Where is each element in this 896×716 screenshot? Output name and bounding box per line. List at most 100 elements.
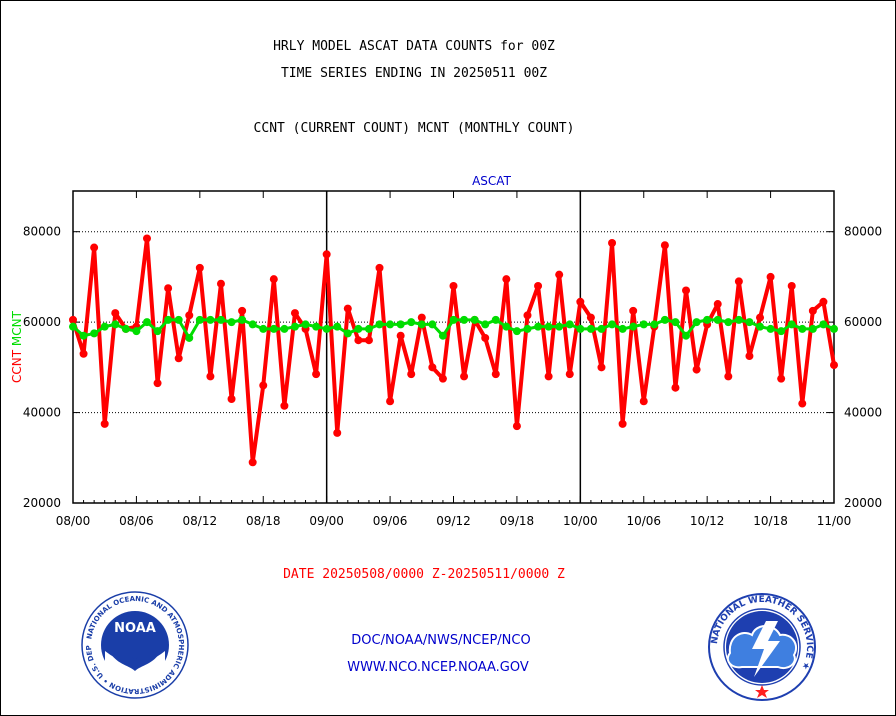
ccnt-point <box>206 372 215 381</box>
mcnt-point <box>216 315 225 324</box>
ccnt-point <box>618 419 627 428</box>
y-tick-label-right: 60000 <box>844 315 882 329</box>
mcnt-point <box>301 320 310 329</box>
ccnt-point <box>449 281 458 290</box>
noaa-logo: NATIONAL OCEANIC AND ATMOSPHERIC ADMINIS… <box>81 591 189 699</box>
ccnt-point <box>798 399 807 408</box>
chart-subtitle: CCNT (CURRENT COUNT) MCNT (MONTHLY COUNT… <box>253 121 575 136</box>
ccnt-point <box>69 315 77 324</box>
x-tick-label: 09/12 <box>436 514 471 528</box>
mcnt-point <box>417 320 426 329</box>
mcnt-point <box>534 322 543 331</box>
mcnt-point <box>142 318 151 327</box>
mcnt-point <box>565 320 574 329</box>
x-tick-label: 08/18 <box>246 514 281 528</box>
ccnt-point <box>787 281 796 290</box>
ccnt-point <box>639 397 648 406</box>
mcnt-point <box>79 331 88 340</box>
ccnt-point <box>830 361 838 370</box>
ccnt-point <box>438 374 447 383</box>
mcnt-point <box>396 320 405 329</box>
y-tick-label-left: 40000 <box>23 406 61 420</box>
y-axis-label-ccnt: CCNT <box>10 346 24 383</box>
axis-labels: 08/00 08/06 08/12 08/18 09/00 09/06 09/12 09/18… <box>10 174 882 528</box>
chart-title-line-1: HRLY MODEL ASCAT DATA COUNTS for 00Z <box>273 39 555 54</box>
x-tick-label: 11/00 <box>817 514 852 528</box>
mcnt-point <box>481 320 490 329</box>
mcnt-point <box>449 315 458 324</box>
ccnt-point <box>269 275 278 284</box>
ccnt-point <box>597 363 606 372</box>
mcnt-point <box>692 318 701 327</box>
ccnt-point <box>544 372 553 381</box>
mcnt-point <box>322 324 331 333</box>
ccnt-point <box>481 333 490 342</box>
x-tick-label: 09/06 <box>373 514 408 528</box>
ccnt-point <box>756 313 765 322</box>
ccnt-point <box>280 401 289 410</box>
mcnt-point <box>734 315 743 324</box>
ccnt-point <box>79 349 88 358</box>
ccnt-point <box>354 336 363 345</box>
ccnt-point <box>386 397 395 406</box>
ccnt-point <box>460 372 469 381</box>
ccnt-point <box>502 275 511 284</box>
mcnt-point <box>787 320 796 329</box>
ccnt-point <box>195 263 204 272</box>
ccnt-point <box>713 300 722 309</box>
mcnt-point <box>164 315 173 324</box>
ccnt-point <box>745 352 754 361</box>
y-tick-label-left: 80000 <box>23 225 61 239</box>
ccnt-point <box>734 277 743 286</box>
nws-logo: NATIONAL WEATHER SERVICE ★ <box>708 593 816 701</box>
mcnt-point <box>354 324 363 333</box>
mcnt-point <box>428 320 437 329</box>
mcnt-point <box>111 320 120 329</box>
mcnt-point <box>682 331 691 340</box>
ccnt-series <box>69 234 838 467</box>
mcnt-point <box>280 324 289 333</box>
mcnt-point <box>660 315 669 324</box>
mcnt-point <box>650 320 659 329</box>
mcnt-point <box>248 320 257 329</box>
mcnt-point <box>629 322 638 331</box>
mcnt-point <box>766 324 775 333</box>
plot-frame <box>72 190 835 504</box>
ccnt-point <box>819 297 828 306</box>
mcnt-point <box>671 318 680 327</box>
mcnt-point <box>132 327 141 336</box>
y-axis-label-mcnt: MCNT <box>10 310 24 346</box>
mcnt-point <box>333 322 342 331</box>
mcnt-point <box>639 320 648 329</box>
ccnt-point <box>555 270 564 279</box>
mcnt-point <box>819 320 828 329</box>
mcnt-point <box>195 315 204 324</box>
mcnt-point <box>491 315 500 324</box>
ccnt-point <box>692 365 701 374</box>
y-tick-label-right: 40000 <box>844 406 882 420</box>
ccnt-point <box>808 306 817 315</box>
x-tick-label: 09/18 <box>500 514 535 528</box>
mcnt-point <box>512 327 521 336</box>
mcnt-point <box>777 327 786 336</box>
mcnt-point <box>364 324 373 333</box>
mcnt-point <box>227 318 236 327</box>
mcnt-point <box>523 324 532 333</box>
ccnt-point <box>534 281 543 290</box>
mcnt-point <box>713 315 722 324</box>
mcnt-point <box>502 322 511 331</box>
y-tick-label-right: 20000 <box>844 496 882 510</box>
x-tick-label: 08/06 <box>119 514 154 528</box>
y-tick-label-left: 60000 <box>23 315 61 329</box>
ccnt-point <box>322 250 331 259</box>
x-tick-label: 10/06 <box>626 514 661 528</box>
ccnt-point <box>576 297 585 306</box>
mcnt-point <box>312 322 321 331</box>
ccnt-point <box>608 239 617 247</box>
ccnt-point <box>259 381 268 390</box>
mcnt-point <box>386 320 395 329</box>
mcnt-point <box>375 320 384 329</box>
ccnt-point <box>90 243 99 252</box>
plot-border <box>72 190 835 504</box>
